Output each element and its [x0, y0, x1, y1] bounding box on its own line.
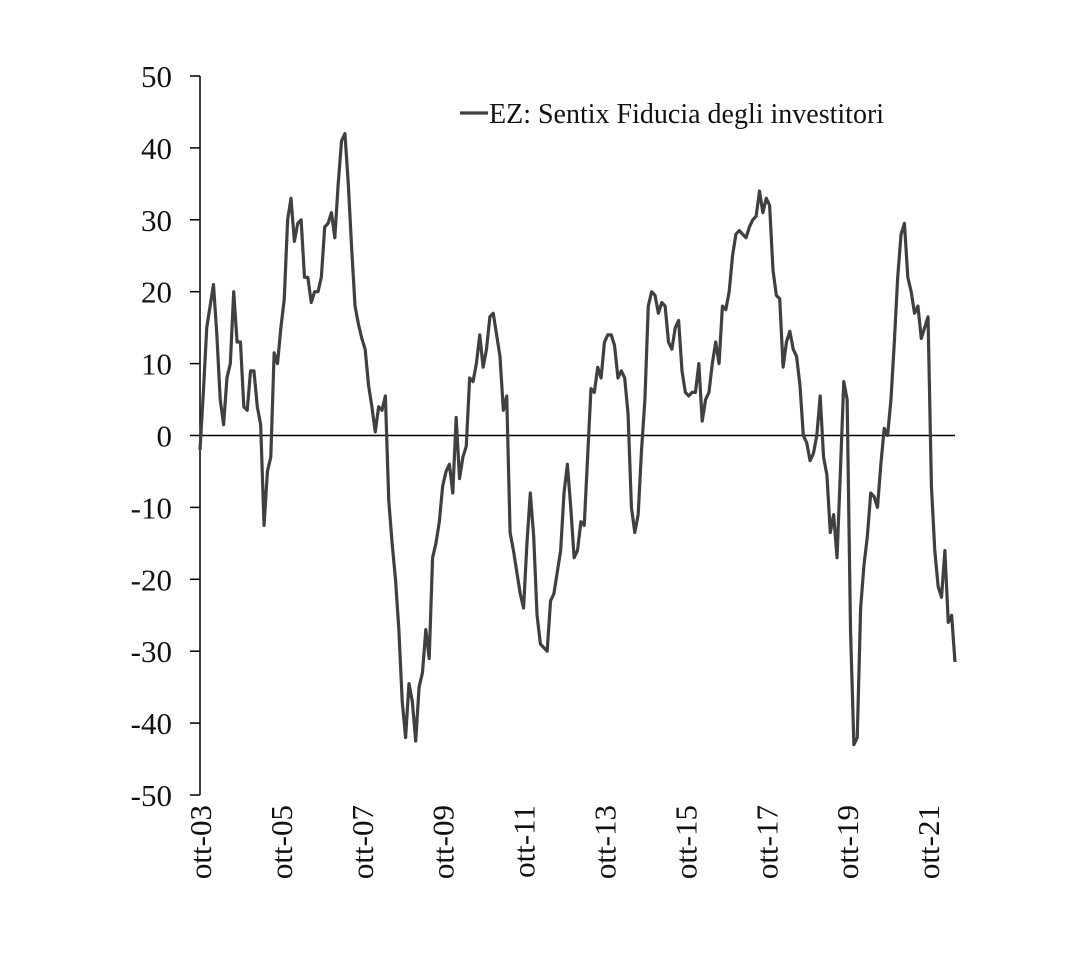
y-tick-label: 50 [141, 59, 172, 94]
series-line [198, 131, 957, 747]
x-tick-label: ott-17 [749, 805, 784, 879]
x-tick-label: ott-19 [830, 805, 865, 879]
x-tick-label: ott-05 [264, 805, 299, 879]
y-tick-label: 20 [141, 275, 172, 310]
y-tick-label: 30 [141, 203, 172, 238]
x-tick-label: ott-09 [426, 805, 461, 879]
x-tick-label: ott-21 [911, 805, 946, 879]
x-tick-label: ott-11 [507, 805, 542, 878]
x-tick-label: ott-03 [183, 805, 218, 879]
y-tick-label: -50 [131, 778, 172, 813]
x-tick-label: ott-07 [345, 805, 380, 879]
legend-label: EZ: Sentix Fiducia degli investitori [489, 99, 884, 130]
y-tick-label: 40 [141, 131, 172, 166]
x-tick-label: ott-13 [587, 805, 622, 879]
y-tick-label: -30 [131, 634, 172, 669]
y-tick-label: 10 [141, 347, 172, 382]
y-tick-label: -10 [131, 490, 172, 525]
y-tick-label: -20 [131, 562, 172, 597]
y-tick-label: 0 [157, 419, 173, 454]
x-tick-label: ott-15 [668, 805, 703, 879]
y-tick-label: -40 [131, 706, 172, 741]
